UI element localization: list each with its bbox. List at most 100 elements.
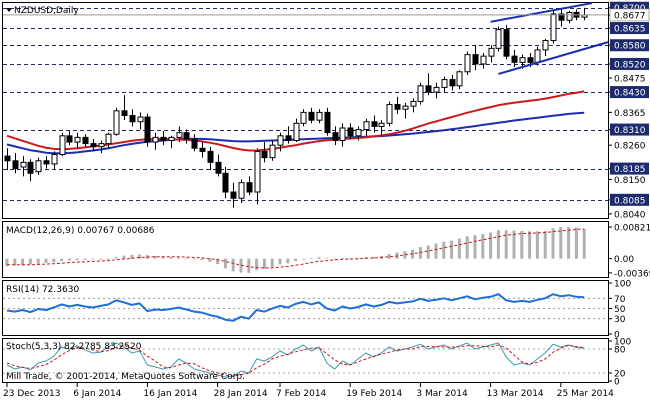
macd-tick-label: -0.00369 — [614, 269, 650, 279]
macd-histogram-bar — [255, 259, 258, 271]
candle — [333, 126, 338, 145]
price-pane-frame — [3, 3, 609, 219]
bear-candle-body — [223, 173, 228, 192]
macd-histogram-bar — [201, 259, 204, 260]
macd-histogram-bar — [271, 259, 274, 267]
candle — [262, 142, 267, 162]
bull-candle-body — [255, 151, 260, 192]
candle — [418, 83, 423, 105]
macd-histogram-bar — [279, 259, 282, 265]
candle — [239, 180, 244, 203]
candle — [317, 109, 322, 123]
bull-candle-body — [21, 162, 26, 167]
stoch-tick-label: 80 — [614, 346, 626, 356]
bull-candle-body — [340, 128, 345, 140]
macd-histogram-bar — [505, 230, 508, 259]
bull-candle-body — [543, 41, 548, 50]
macd-histogram-bar — [224, 259, 227, 269]
price-level-label: 0.8430 — [610, 86, 649, 99]
bull-candle-body — [270, 145, 275, 157]
stoch-tick-label: 0 — [614, 378, 620, 388]
macd-histogram-bar — [310, 258, 313, 259]
bear-candle-body — [372, 122, 377, 127]
macd-histogram-bar — [52, 259, 55, 262]
bear-candle-body — [333, 133, 338, 141]
price-tick-label: 0.8260 — [614, 142, 646, 152]
macd-histogram-bar — [60, 259, 63, 261]
macd-histogram-bar — [185, 258, 188, 259]
bull-candle-body — [169, 137, 174, 140]
macd-histogram-bar — [302, 259, 305, 260]
symbol-title: NZDUSD,Daily — [14, 6, 79, 16]
candle — [543, 39, 548, 56]
macd-histogram-bar — [91, 259, 94, 260]
bull-candle-body — [301, 112, 306, 123]
candle — [450, 75, 455, 91]
bear-candle-body — [208, 151, 213, 162]
candle — [106, 133, 111, 149]
macd-histogram-bar — [286, 259, 289, 264]
bull-candle-body — [567, 12, 572, 20]
candle — [489, 45, 494, 62]
macd-histogram-bar — [84, 259, 87, 260]
bear-candle-body — [145, 117, 150, 142]
rsi-label: RSI(14) 72.3630 — [6, 285, 79, 295]
candle — [481, 53, 486, 69]
price-level-text: 0.8580 — [614, 42, 646, 52]
macd-histogram-bar — [481, 234, 484, 259]
bull-candle-body — [317, 112, 322, 120]
candle — [442, 76, 447, 92]
candle — [208, 147, 213, 170]
candle — [153, 133, 158, 150]
price-axis: 0.87000.86350.85800.85200.84750.84300.83… — [608, 2, 649, 221]
candle — [270, 140, 275, 160]
candle — [411, 98, 416, 112]
bull-candle-body — [465, 55, 470, 72]
candle — [44, 156, 49, 168]
price-level-label: 0.8580 — [610, 39, 649, 52]
price-tick-label: 0.8040 — [614, 210, 646, 220]
bull-candle-body — [114, 111, 119, 134]
date-tick-label: 7 Feb 2014 — [276, 389, 327, 399]
bull-candle-body — [496, 30, 501, 49]
macd-histogram-bar — [294, 259, 297, 261]
macd-histogram-bar — [497, 230, 500, 259]
rsi-tick-label: 50 — [614, 305, 626, 315]
date-tick-label: 16 Jan 2014 — [143, 389, 197, 399]
candle — [286, 126, 291, 143]
bull-candle-body — [75, 137, 80, 142]
candle — [387, 101, 392, 126]
bear-candle-body — [348, 128, 353, 136]
macd-histogram-bar — [567, 227, 570, 259]
macd-label: MACD(12,26,9) 0.00767 0.00686 — [6, 226, 155, 236]
bull-candle-body — [356, 130, 361, 136]
price-tick-label: 0.8475 — [614, 75, 646, 85]
bear-candle-body — [528, 58, 533, 63]
bear-candle-body — [231, 192, 236, 198]
current-price-text: 0.8677 — [614, 11, 646, 21]
candle — [364, 119, 369, 136]
candle — [426, 73, 431, 95]
bull-candle-body — [418, 86, 423, 102]
date-tick-label: 28 Jan 2014 — [214, 389, 268, 399]
price-level-label: 0.8185 — [610, 163, 649, 176]
macd-histogram-bar — [536, 231, 539, 258]
macd-histogram-bar — [559, 227, 562, 259]
macd-histogram-bar — [29, 259, 32, 265]
bear-candle-body — [5, 156, 10, 161]
candle — [138, 112, 143, 129]
copyright-text: Mill Trade, © 2001-2014, MetaQuotes Soft… — [6, 372, 245, 382]
macd-histogram-bar — [450, 241, 453, 259]
macd-histogram-bar — [37, 259, 40, 264]
bear-candle-body — [504, 30, 509, 57]
bear-candle-body — [247, 183, 252, 192]
bull-candle-body — [106, 134, 111, 143]
bull-candle-body — [177, 133, 182, 138]
macd-histogram-bar — [107, 259, 110, 260]
date-tick-label: 13 Mar 2014 — [487, 389, 544, 399]
candle — [216, 155, 221, 177]
bear-candle-body — [83, 137, 88, 143]
macd-histogram-bar — [474, 235, 477, 258]
